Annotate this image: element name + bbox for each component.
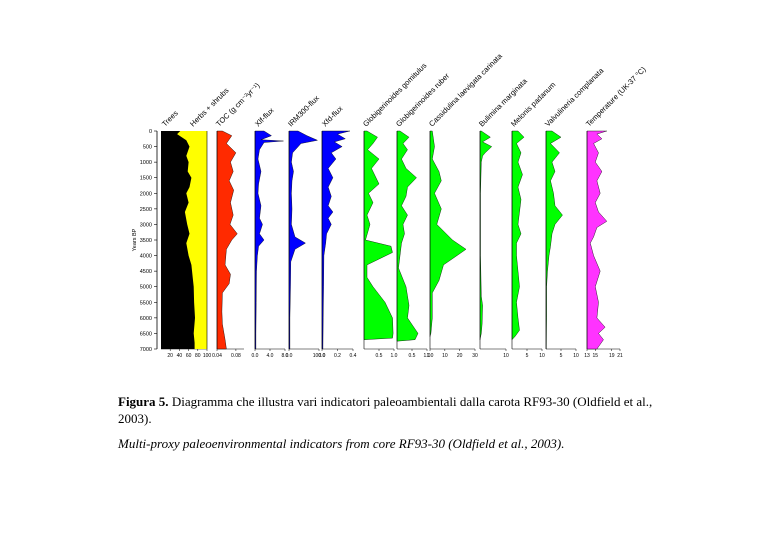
y-tick-label: 1500 <box>140 176 152 182</box>
trees-area <box>161 131 195 349</box>
caption-italian: Figura 5. Diagramma che illustra vari in… <box>118 393 678 427</box>
y-tick-label: 500 <box>143 145 152 151</box>
x-tick-label: 20 <box>457 353 463 359</box>
x-tick-label: 19 <box>609 353 615 359</box>
x-tick-label: 0.0 <box>319 353 326 359</box>
x-tick-label: 0.2 <box>334 353 341 359</box>
panel-label: Trees <box>160 109 180 129</box>
proxy-curve <box>288 130 319 350</box>
proxy-curve <box>216 130 238 350</box>
x-tick-label: 0.0 <box>286 353 293 359</box>
panel-xlf: 0.0 4.0 8.0 Xlf-flux <box>252 106 289 359</box>
x-tick-label: 1.0 <box>424 353 431 359</box>
x-tick-label: 10 <box>442 353 448 359</box>
x-tick-label: 0.5 <box>409 353 416 359</box>
proxy-curve <box>254 130 284 350</box>
x-tick-label: 5 <box>560 353 563 359</box>
caption-italian-text: Diagramma che illustra vari indicatori p… <box>118 394 653 426</box>
proxy-curve <box>321 130 350 350</box>
x-tick-label: 20 <box>167 353 173 359</box>
x-tick-label: 0.4 <box>350 353 357 359</box>
x-tick-label: 30 <box>472 353 478 359</box>
y-tick-label: 4000 <box>140 254 152 260</box>
proxy-curve <box>396 130 419 342</box>
x-tick-label: 80 <box>195 353 201 359</box>
x-tick-label: 1.0 <box>391 353 398 359</box>
x-tick-label: 100 <box>203 353 212 359</box>
panel-label: Globigerinoides gomitulus <box>361 61 429 129</box>
y-tick-label: 5500 <box>140 300 152 306</box>
x-tick-label: 0.08 <box>231 353 241 359</box>
y-tick-label: 3500 <box>140 238 152 244</box>
proxy-curve <box>586 130 608 350</box>
y-tick-label: 2000 <box>140 191 152 197</box>
y-tick-label: 3000 <box>140 222 152 228</box>
panel-label: IRM300-flux <box>286 93 321 128</box>
x-tick-label: 100.0 <box>313 353 326 359</box>
y-tick-label: 7000 <box>140 347 152 353</box>
y-tick-label: 5000 <box>140 285 152 291</box>
y-tick-label: 0 <box>149 129 152 135</box>
proxy-curve <box>429 130 467 337</box>
x-tick-label: 1.0 <box>427 353 434 359</box>
x-tick-label: 15 <box>592 353 598 359</box>
proxy-curve <box>479 130 493 340</box>
proxy-curve <box>363 130 394 340</box>
x-tick-label: 21 <box>617 353 623 359</box>
x-tick-label: 10 <box>539 353 545 359</box>
y-tick-label: 4500 <box>140 269 152 275</box>
x-tick-label: 5 <box>526 353 529 359</box>
proxy-curve <box>511 130 525 341</box>
figure-caption: Figura 5. Diagramma che illustra vari in… <box>118 393 678 452</box>
multi-proxy-diagram: 0 500 1000 1500 2000 2500 3000 3500 4000 4500 5000… <box>132 51 648 359</box>
x-tick-label: 40 <box>177 353 183 359</box>
y-tick-label: 6500 <box>140 331 152 337</box>
x-tick-label: 0.5 <box>376 353 383 359</box>
caption-label: Figura 5. <box>118 394 169 409</box>
x-tick-label: 0.04 <box>212 353 222 359</box>
caption-english: Multi-proxy paleoenvironmental indicator… <box>118 436 565 451</box>
x-tick-label: 60 <box>186 353 192 359</box>
panel-label: Xfd-flux <box>320 104 345 129</box>
x-tick-label: 8.0 <box>282 353 289 359</box>
panel-xfd: 0.0 0.2 0.4 Xfd-flux <box>319 104 357 359</box>
proxy-curve <box>545 130 563 350</box>
x-tick-label: 10 <box>573 353 579 359</box>
x-tick-label: 10 <box>503 353 509 359</box>
x-tick-label: 13 <box>584 353 590 359</box>
y-axis-title: Years BP <box>132 228 138 251</box>
y-tick-label: 2500 <box>140 207 152 213</box>
y-tick-label: 6000 <box>140 316 152 322</box>
x-tick-label: 0.0 <box>252 353 259 359</box>
x-tick-label: 4.0 <box>267 353 274 359</box>
y-tick-label: 1000 <box>140 160 152 166</box>
depth-age-axis: 0 500 1000 1500 2000 2500 3000 3500 4000 4500 5000… <box>132 129 158 353</box>
panel-label: Xlf-flux <box>253 106 276 129</box>
